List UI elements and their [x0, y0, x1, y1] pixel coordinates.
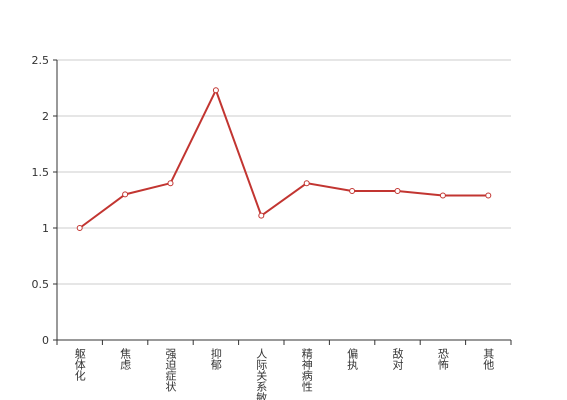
point — [167, 180, 174, 187]
x-tick-label: 精神病性 — [300, 348, 313, 393]
point — [212, 87, 219, 94]
x-tick-label: 其他 — [482, 348, 495, 370]
point — [485, 192, 492, 199]
point — [439, 192, 446, 199]
x-tick-label: 抑郁 — [209, 347, 222, 370]
x-tick-label: 偏执 — [346, 347, 359, 371]
point — [76, 225, 83, 231]
x-tick-label: 焦虑 — [119, 348, 132, 370]
x-tick-label: 人际关系敏感 — [255, 348, 268, 400]
y-tick-label: 2 — [42, 110, 49, 123]
y-tick-label: 2.5 — [32, 54, 50, 67]
y-tick-label: 1.5 — [32, 166, 50, 179]
point — [349, 188, 356, 195]
y-tick-label: 0 — [42, 334, 49, 347]
point — [303, 180, 310, 187]
x-tick-label: 躯体化 — [73, 348, 86, 382]
line — [79, 87, 489, 229]
point — [122, 191, 129, 198]
point — [394, 188, 401, 195]
x-tick-label: 强迫症状 — [164, 348, 177, 392]
y-tick-label: 0.5 — [32, 278, 50, 291]
point — [258, 212, 265, 219]
y-tick-label: 1 — [42, 222, 49, 235]
x-tick-label: 恐怖 — [436, 348, 449, 370]
x-tick-label: 敌对 — [391, 347, 404, 370]
